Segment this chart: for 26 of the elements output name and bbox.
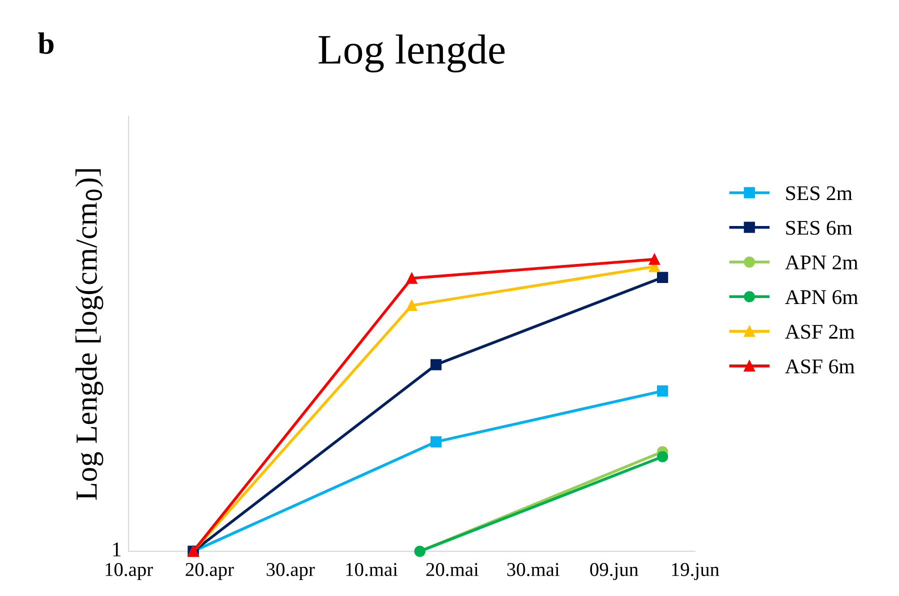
point — [657, 272, 668, 283]
legend-label: APN 6m — [785, 290, 858, 304]
point — [657, 385, 668, 397]
legend-label: ASF 2m — [785, 324, 855, 339]
point — [406, 272, 418, 284]
point — [430, 359, 442, 370]
legend-label: ASF 6m — [785, 359, 855, 374]
chart-title: Log lengde — [318, 34, 505, 72]
x-tick-label: 20.mai — [426, 562, 479, 576]
point — [406, 300, 418, 311]
y-axis-title: Log Lengde [log(cm/cm$_{0}$)] — [75, 169, 104, 500]
legend-label: APN 2m — [785, 256, 858, 270]
x-tick-label: 30.apr — [266, 562, 315, 580]
x-tick-label: 20.apr — [186, 562, 234, 580]
legend-label: SES 2m — [786, 186, 852, 200]
x-tick-label: 10.apr — [106, 562, 153, 580]
point — [430, 436, 442, 448]
x-tick-label: 09.jun — [590, 562, 638, 580]
text: b — [38, 32, 54, 54]
x-tick-label: 19.jun — [672, 563, 720, 580]
x-tick-label: 30.mai — [507, 562, 560, 576]
x-tick-label: 10.mai — [346, 562, 398, 576]
point — [648, 254, 660, 265]
text: 1 — [113, 542, 121, 556]
point — [657, 451, 668, 462]
legend-label: SES 6m — [786, 220, 852, 235]
